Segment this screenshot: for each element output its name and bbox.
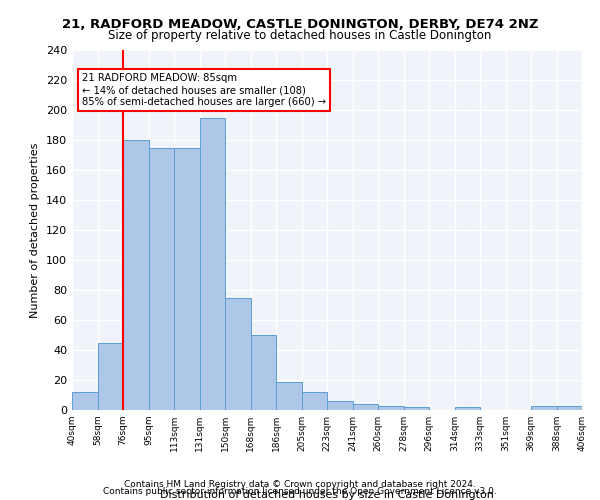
Text: Contains public sector information licensed under the Open Government Licence v3: Contains public sector information licen… — [103, 487, 497, 496]
Bar — [276, 382, 302, 410]
Bar — [557, 406, 582, 410]
Text: 21, RADFORD MEADOW, CASTLE DONINGTON, DERBY, DE74 2NZ: 21, RADFORD MEADOW, CASTLE DONINGTON, DE… — [62, 18, 538, 30]
X-axis label: Distribution of detached houses by size in Castle Donington: Distribution of detached houses by size … — [160, 490, 494, 500]
Bar — [174, 148, 199, 410]
Bar — [353, 404, 378, 410]
Bar — [378, 406, 404, 410]
Bar — [302, 392, 327, 410]
Text: Size of property relative to detached houses in Castle Donington: Size of property relative to detached ho… — [109, 29, 491, 42]
Bar — [327, 401, 353, 410]
Bar — [404, 407, 429, 410]
Text: 21 RADFORD MEADOW: 85sqm
← 14% of detached houses are smaller (108)
85% of semi-: 21 RADFORD MEADOW: 85sqm ← 14% of detach… — [82, 74, 326, 106]
Y-axis label: Number of detached properties: Number of detached properties — [31, 142, 40, 318]
Bar — [199, 118, 225, 410]
Bar — [225, 298, 251, 410]
Bar — [123, 140, 149, 410]
Bar — [251, 335, 276, 410]
Bar — [455, 407, 480, 410]
Text: Contains HM Land Registry data © Crown copyright and database right 2024.: Contains HM Land Registry data © Crown c… — [124, 480, 476, 489]
Bar — [531, 406, 557, 410]
Bar — [149, 148, 174, 410]
Bar — [72, 392, 97, 410]
Bar — [97, 342, 123, 410]
